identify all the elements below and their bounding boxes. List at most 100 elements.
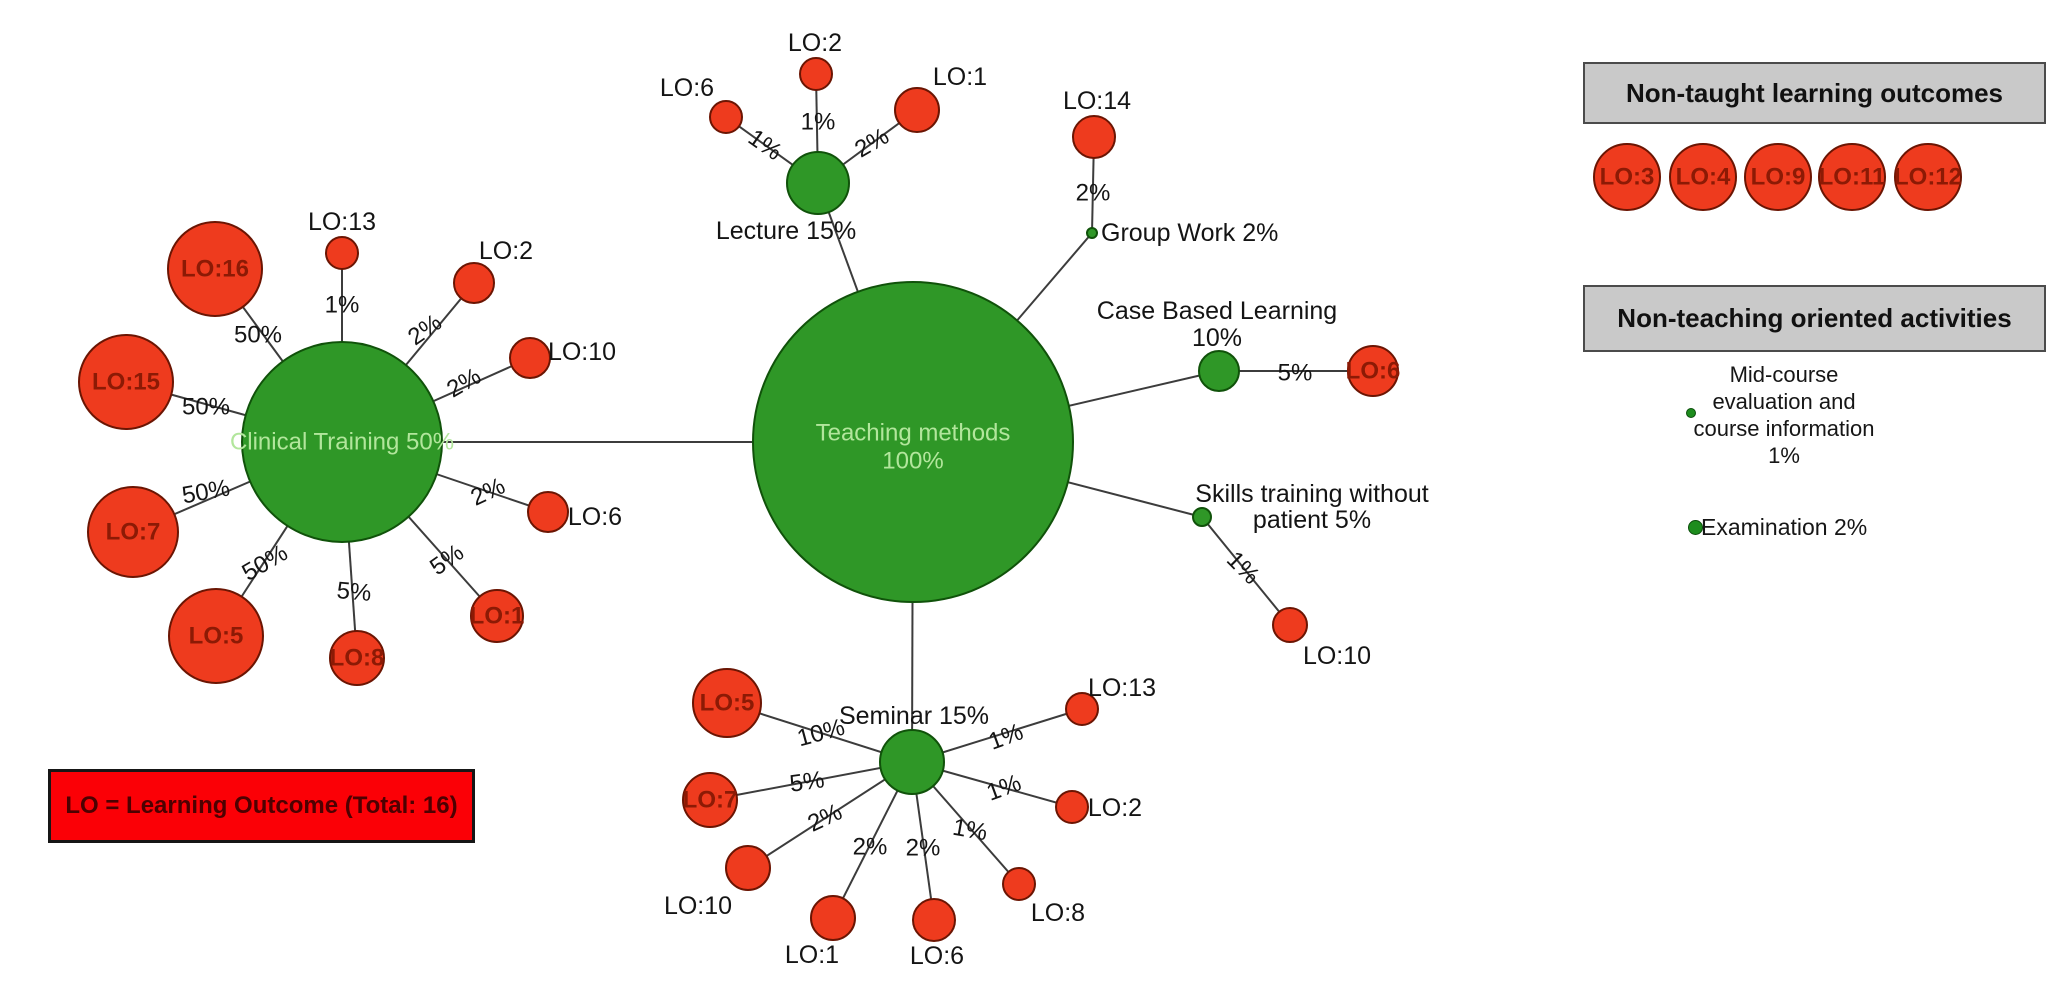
label-m1: LO:1 <box>785 941 839 969</box>
node-seminar <box>879 729 945 795</box>
node-leg9 <box>1744 143 1812 211</box>
node-leg11 <box>1818 143 1886 211</box>
node-skills <box>1192 507 1212 527</box>
edge-label-clinical-c16: 50% <box>234 322 282 349</box>
node-leg4 <box>1669 143 1737 211</box>
legend-activities-title: Non-teaching oriented activities <box>1617 303 2012 333</box>
label-c5: LO:5 <box>189 623 244 650</box>
edge-label-seminar-m2: 1% <box>983 769 1025 806</box>
label-c2: LO:2 <box>479 237 533 265</box>
label-c8: LO:8 <box>330 645 385 672</box>
edge-label-lecture-l2: 1% <box>801 109 836 136</box>
node-g14 <box>1072 115 1116 159</box>
label-c1: LO:1 <box>470 603 525 630</box>
node-cb6 <box>1347 345 1399 397</box>
node-c6r <box>527 491 569 533</box>
edge-label-seminar-m7: 5% <box>788 766 826 798</box>
edge-label-clinical-c8: 5% <box>336 577 373 607</box>
node-c5 <box>168 588 264 684</box>
label-cb6: LO:6 <box>1346 358 1401 385</box>
label-m10: LO:10 <box>664 892 732 920</box>
node-casebased <box>1198 350 1240 392</box>
label-m8: LO:8 <box>1031 899 1085 927</box>
edge-label-lecture-l6: 1% <box>743 124 787 166</box>
label-c15: LO:15 <box>92 369 160 396</box>
midcourse-line: 1% <box>1768 443 1800 468</box>
node-m13 <box>1065 692 1099 726</box>
label-leg11: LO:11 <box>1819 164 1886 191</box>
label-leg4: LO:4 <box>1676 164 1731 191</box>
label-m7: LO:7 <box>683 787 738 814</box>
node-m5 <box>692 668 762 738</box>
label-m13: LO:13 <box>1088 674 1156 702</box>
node-m2 <box>1055 790 1089 824</box>
label-l1: LO:1 <box>933 63 987 91</box>
node-l6 <box>709 100 743 134</box>
edge-seminar-m7 <box>709 761 913 801</box>
label-c16: LO:16 <box>181 256 249 283</box>
edge-label-seminar-m1: 2% <box>853 834 888 861</box>
node-clinical <box>241 341 443 543</box>
node-lecture <box>786 151 850 215</box>
node-c16 <box>167 221 263 317</box>
node-m1 <box>810 895 856 941</box>
node-c2 <box>453 262 495 304</box>
node-leg12 <box>1894 143 1962 211</box>
edge-label-skills-s10: 1% <box>1221 546 1265 590</box>
label-c13: LO:13 <box>308 208 376 236</box>
label-skills: Skills training without <box>1195 480 1428 508</box>
label-leg12: LO:12 <box>1894 164 1962 191</box>
edge-label-clinical-c2: 2% <box>403 309 447 351</box>
label-c10: LO:10 <box>548 338 616 366</box>
edge-label-clinical-c13: 1% <box>325 292 360 319</box>
legend-non-taught-box: Non-taught learning outcomes <box>1583 62 2046 124</box>
edge-label-seminar-m8: 1% <box>951 814 990 847</box>
label-m2: LO:2 <box>1088 794 1142 822</box>
edge-label-lecture-l1: 2% <box>850 123 894 164</box>
label-seminar: Seminar 15% <box>839 702 989 730</box>
examination-entry: Examination 2% <box>1701 514 1868 540</box>
edge-label-clinical-c10: 2% <box>442 363 486 404</box>
label-groupwork: Group Work 2% <box>1101 219 1278 247</box>
legend-activities-box: Non-teaching oriented activities <box>1583 285 2046 352</box>
node-leg3 <box>1593 143 1661 211</box>
edge-label-clinical-c7: 50% <box>180 475 232 510</box>
label-m5: LO:5 <box>700 690 755 717</box>
label-c7: LO:7 <box>106 519 161 546</box>
node-m8 <box>1002 867 1036 901</box>
label-casebased: Case Based Learning <box>1097 297 1337 325</box>
label-casebased: 10% <box>1192 324 1242 352</box>
label-lecture: Lecture 15% <box>716 217 856 245</box>
lo-abbreviation-text: LO = Learning Outcome (Total: 16) <box>65 792 458 819</box>
lo-abbreviation-note: LO = Learning Outcome (Total: 16) <box>48 769 475 843</box>
node-groupwork <box>1086 227 1098 239</box>
edge-label-seminar-m6: 2% <box>906 835 941 862</box>
midcourse-entry: Mid-course evaluation and course informa… <box>1634 361 1934 469</box>
label-l2: LO:2 <box>788 29 842 57</box>
examination-dot-icon <box>1688 520 1703 535</box>
label-g14: LO:14 <box>1063 87 1131 115</box>
node-m10 <box>725 845 771 891</box>
label-s10: LO:10 <box>1303 642 1371 670</box>
midcourse-line: Mid-course <box>1729 362 1839 387</box>
edge-label-clinical-c1: 5% <box>425 539 469 581</box>
edge-label-clinical-c6r: 2% <box>467 472 510 511</box>
label-teaching: 100% <box>882 448 943 475</box>
label-l6: LO:6 <box>660 74 714 102</box>
node-c15 <box>78 334 174 430</box>
node-c10 <box>509 337 551 379</box>
label-clinical: Clinical Training 50% <box>230 429 454 456</box>
edge-label-clinical-c5: 50% <box>237 539 292 586</box>
edge-skills-s10 <box>1201 516 1291 626</box>
node-c8 <box>329 630 385 686</box>
edge-label-casebased-cb6: 5% <box>1278 360 1313 387</box>
label-leg9: LO:9 <box>1751 164 1806 191</box>
label-skills: patient 5% <box>1253 506 1371 534</box>
label-teaching: Teaching methods <box>816 420 1011 447</box>
label-leg3: LO:3 <box>1600 164 1655 191</box>
node-c13 <box>325 236 359 270</box>
node-c1 <box>470 589 524 643</box>
node-m7 <box>682 772 738 828</box>
